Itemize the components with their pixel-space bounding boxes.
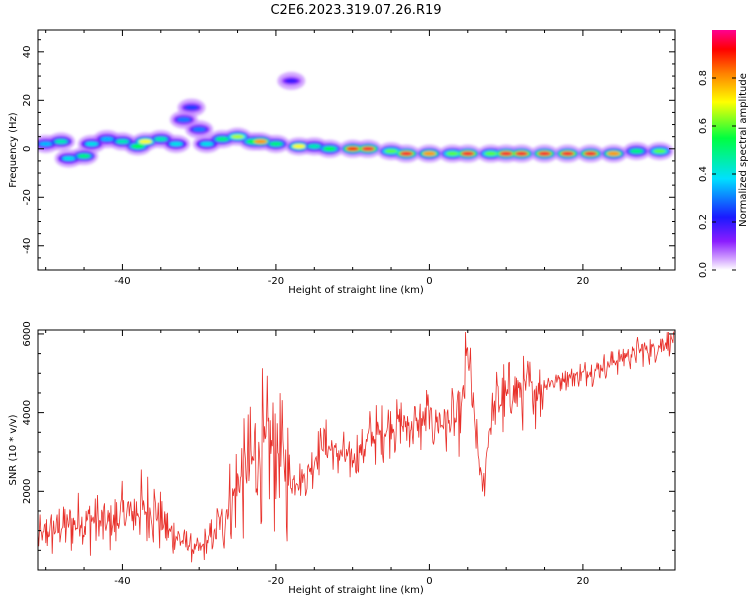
- spectrogram-marks: [38, 71, 674, 168]
- y-tick-label: -20: [22, 189, 33, 205]
- spectral-peak: [62, 156, 76, 161]
- spectral-peak: [630, 149, 644, 154]
- spectral-peak: [445, 151, 459, 156]
- x-tick-label: 0: [426, 276, 432, 287]
- spectral-peak: [184, 105, 198, 110]
- spectral-peak: [115, 139, 129, 144]
- spectrogram-y-label: Frequency (Hz): [8, 112, 19, 188]
- x-tick-label: 20: [577, 576, 590, 587]
- spectral-peak: [499, 151, 513, 156]
- colorbar: 0.0 0.2 0.4 0.6 0.8 Normalized spectral ampl…: [698, 30, 749, 278]
- colorbar-tick-label: 0.2: [698, 214, 709, 230]
- spectral-peak: [607, 151, 621, 156]
- spectral-peak: [399, 151, 413, 156]
- snr-ticks: -40 -20 0 20 2000 4000 6000: [22, 321, 675, 587]
- spectrogram-x-label: Height of straight line (km): [288, 285, 424, 296]
- colorbar-label: Normalized spectral amplitude: [738, 73, 749, 227]
- snr-x-label: Height of straight line (km): [288, 585, 424, 596]
- spectrogram-ticks: -40 -20 0 20 -40 -20 0 20 40: [22, 30, 675, 287]
- colorbar-tick-label: 0.8: [698, 70, 709, 86]
- spectral-peak: [584, 151, 598, 156]
- x-tick-label: -40: [114, 276, 130, 287]
- x-tick-label: -40: [114, 576, 130, 587]
- spectral-peak: [361, 146, 375, 151]
- colorbar-tick-label: 0.6: [698, 118, 709, 134]
- spectral-peak: [154, 136, 168, 142]
- spectrogram-frame: [37, 29, 676, 271]
- spectrogram-blobs: [38, 71, 674, 168]
- y-tick-label: 2000: [22, 479, 33, 504]
- y-tick-label: 6000: [22, 321, 33, 346]
- spectral-peak: [561, 151, 575, 156]
- snr-frame: [37, 329, 676, 571]
- spectral-peak: [169, 141, 183, 147]
- spectral-peak: [653, 149, 667, 154]
- spectral-peak: [307, 144, 321, 149]
- colorbar-ticks: 0.0 0.2 0.4 0.6 0.8: [698, 70, 736, 278]
- spectral-peak: [39, 141, 53, 147]
- snr-y-label: SNR (10 * v/v): [8, 414, 19, 485]
- spectral-peak: [269, 141, 283, 147]
- spectral-peak: [422, 151, 436, 156]
- spectral-peak: [192, 127, 206, 132]
- y-tick-label: 4000: [22, 400, 33, 425]
- spectral-peak: [100, 136, 114, 142]
- snr-panel: -40 -20 0 20 2000 4000 6000 Height of straight…: [8, 321, 676, 596]
- colorbar-tick-label: 0.4: [698, 166, 709, 182]
- snr-background: [38, 330, 675, 570]
- spectral-peak: [200, 141, 214, 147]
- spectral-peak: [323, 146, 337, 151]
- spectral-peak: [85, 141, 99, 147]
- colorbar-gradient: [712, 30, 736, 270]
- x-tick-label: -20: [268, 576, 284, 587]
- snr-marks: [38, 331, 675, 563]
- spectrogram-panel: -40 -20 0 20 -40 -20 0 20 40 Height of straight …: [8, 29, 676, 296]
- snr-series-line: [38, 331, 675, 563]
- spectral-peak: [215, 136, 229, 142]
- spectral-peak: [284, 78, 298, 84]
- y-tick-label: 40: [22, 45, 33, 58]
- spectral-peak: [292, 144, 306, 149]
- spectral-peak: [254, 139, 268, 144]
- y-tick-label: 0: [22, 146, 33, 152]
- x-tick-label: -20: [268, 276, 284, 287]
- spectral-peak: [346, 146, 360, 151]
- y-tick-label: 20: [22, 94, 33, 107]
- spectral-peak: [461, 151, 475, 156]
- spectral-peak: [538, 151, 552, 156]
- spectral-peak: [131, 144, 145, 149]
- y-tick-label: -40: [22, 238, 33, 254]
- spectral-peak: [77, 153, 91, 159]
- spectral-peak: [177, 117, 191, 122]
- spectral-peak: [138, 139, 152, 144]
- figure-title: C2E6.2023.319.07.26.R19: [270, 3, 441, 18]
- x-tick-label: 0: [426, 576, 432, 587]
- spectral-peak: [484, 151, 498, 156]
- spectral-peak: [231, 134, 245, 139]
- x-tick-label: 20: [577, 276, 590, 287]
- colorbar-tick-label: 0.0: [698, 262, 709, 278]
- spectral-peak: [384, 149, 398, 154]
- spectral-peak: [515, 151, 529, 156]
- spectral-peak: [54, 139, 68, 144]
